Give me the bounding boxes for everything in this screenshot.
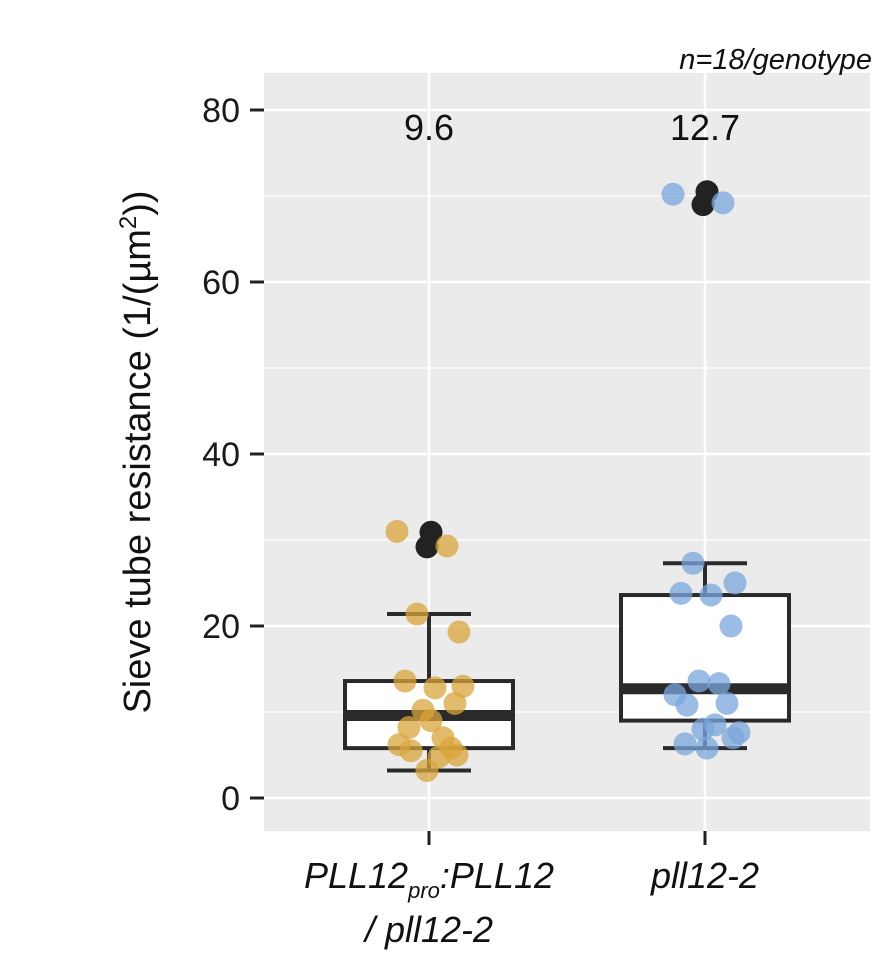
data-point-1-1 bbox=[711, 191, 735, 215]
data-point-0-6 bbox=[443, 691, 467, 715]
data-point-0-0 bbox=[385, 519, 409, 543]
data-point-0-2 bbox=[405, 602, 429, 626]
data-point-0-11 bbox=[399, 739, 423, 763]
y-tick-label-80: 80 bbox=[202, 92, 240, 130]
y-axis-label-main: Sieve tube resistance (1/(µm bbox=[117, 229, 159, 713]
data-point-1-4 bbox=[669, 581, 693, 605]
box-iqr-1 bbox=[619, 593, 791, 723]
data-point-1-3 bbox=[723, 571, 747, 595]
data-point-0-3 bbox=[447, 620, 471, 644]
data-point-0-15 bbox=[397, 715, 421, 739]
y-tick-label-0: 0 bbox=[221, 780, 240, 818]
data-point-1-7 bbox=[687, 669, 711, 693]
y-axis-label-close: )) bbox=[117, 190, 159, 215]
x-tick-label-pll12-complement-line2: / pll12-2 bbox=[362, 909, 493, 950]
outlier-point-1-1 bbox=[695, 180, 719, 204]
data-point-0-4 bbox=[393, 669, 417, 693]
axis-layer: 0 20 40 60 80 bbox=[202, 92, 707, 845]
y-tick-label-40: 40 bbox=[202, 436, 240, 474]
x-tick-label-pll12-complement: PLL12pro:PLL12 bbox=[304, 855, 554, 903]
data-point-1-15 bbox=[673, 732, 697, 756]
median-value-label-0: 9.6 bbox=[404, 107, 454, 148]
x-tick-label-pll12-2: pll12-2 bbox=[650, 855, 759, 896]
data-point-1-2 bbox=[681, 551, 705, 575]
data-point-0-14 bbox=[451, 674, 475, 698]
data-point-1-17 bbox=[721, 726, 745, 750]
data-point-1-8 bbox=[707, 672, 731, 696]
data-point-1-13 bbox=[691, 717, 715, 741]
points-layer bbox=[385, 180, 751, 782]
median-value-label-1: 12.7 bbox=[670, 107, 740, 148]
data-point-1-11 bbox=[675, 693, 699, 717]
y-axis-label-superscript: 2 bbox=[115, 216, 142, 229]
data-point-0-5 bbox=[423, 676, 447, 700]
sample-size-note: n=18/genotype bbox=[679, 44, 872, 76]
y-tick-label-60: 60 bbox=[202, 264, 240, 302]
data-point-1-0 bbox=[661, 182, 685, 206]
y-tick-label-20: 20 bbox=[202, 608, 240, 646]
data-point-0-16 bbox=[419, 709, 443, 733]
data-point-0-13 bbox=[415, 758, 439, 782]
outlier-point-0-1 bbox=[419, 520, 443, 544]
data-point-1-16 bbox=[695, 736, 719, 760]
data-point-0-17 bbox=[445, 743, 469, 767]
data-point-1-5 bbox=[699, 583, 723, 607]
data-point-1-10 bbox=[715, 691, 739, 715]
y-axis-label: Sieve tube resistance (1/(µm2)) bbox=[115, 190, 159, 713]
data-point-1-6 bbox=[719, 614, 743, 638]
data-point-0-1 bbox=[435, 534, 459, 558]
